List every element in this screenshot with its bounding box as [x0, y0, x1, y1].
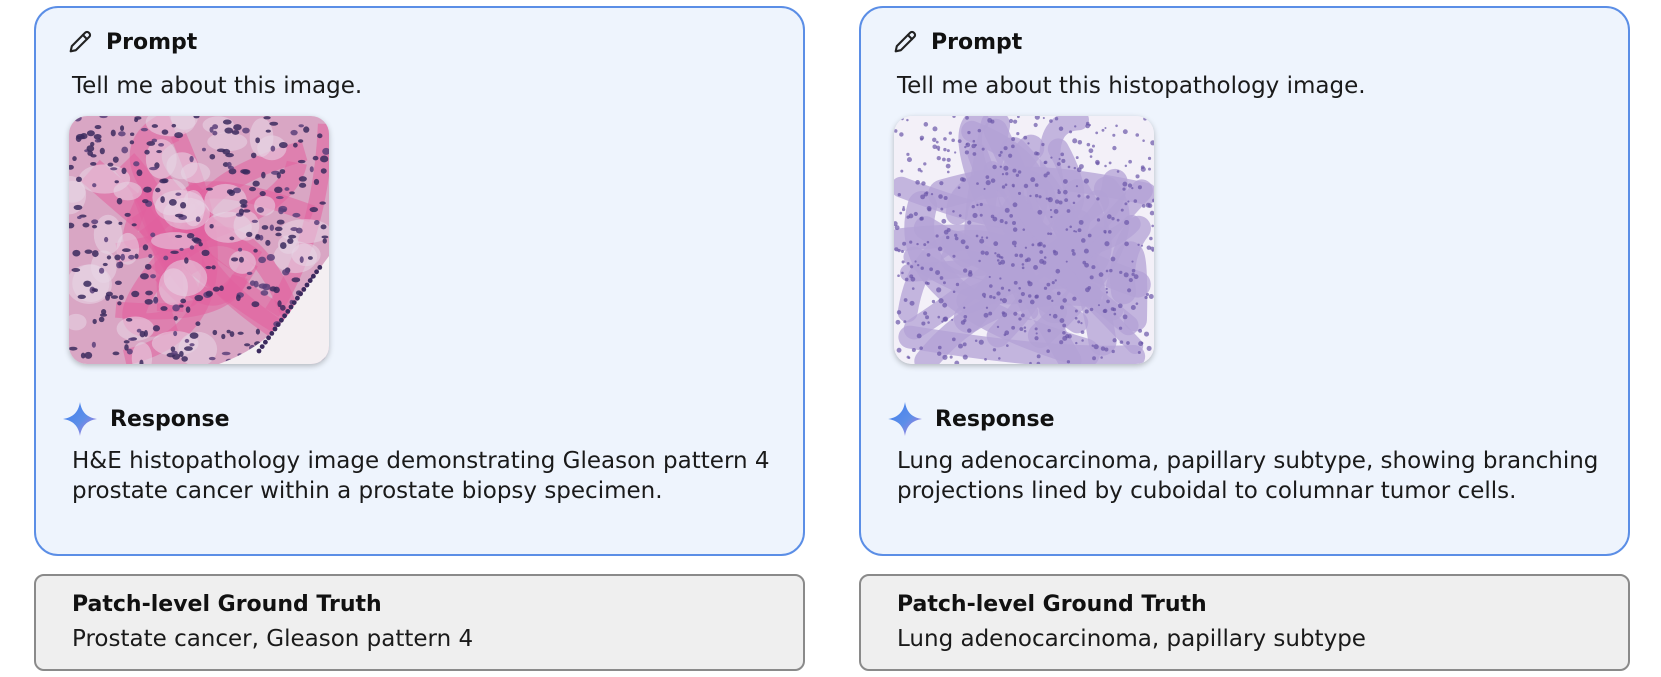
ground-truth-box-left: Patch-level Ground Truth Prostate cancer… [34, 574, 805, 671]
prompt-header: Prompt [66, 28, 197, 56]
ground-truth-label: Patch-level Ground Truth [72, 592, 382, 617]
prompt-response-card-right: Prompt Tell me about this histopathology… [859, 6, 1630, 556]
ground-truth-box-right: Patch-level Ground Truth Lung adenocarci… [859, 574, 1630, 671]
response-header: Response [887, 401, 1055, 437]
prompt-label: Prompt [931, 29, 1023, 55]
prompt-response-card-left: Prompt Tell me about this image. Respons… [34, 6, 805, 556]
response-label: Response [935, 406, 1055, 432]
ground-truth-label: Patch-level Ground Truth [897, 592, 1207, 617]
prompt-label: Prompt [106, 29, 198, 55]
response-text: Lung adenocarcinoma, papillary subtype, … [897, 448, 1599, 504]
sparkle-icon [887, 401, 923, 437]
response-label: Response [110, 406, 230, 432]
pencil-icon [66, 28, 94, 56]
prompt-text: Tell me about this image. [72, 73, 363, 99]
ground-truth-value: Lung adenocarcinoma, papillary subtype [897, 626, 1366, 652]
response-text: H&E histopathology image demonstrating G… [72, 448, 770, 504]
response-header: Response [62, 401, 230, 437]
pencil-icon [891, 28, 919, 56]
sparkle-icon [62, 401, 98, 437]
prompt-text: Tell me about this histopathology image. [897, 73, 1366, 99]
prompt-header: Prompt [891, 28, 1022, 56]
lung-histology-image [894, 116, 1154, 364]
prostate-histology-image [69, 116, 329, 364]
ground-truth-value: Prostate cancer, Gleason pattern 4 [72, 626, 474, 652]
